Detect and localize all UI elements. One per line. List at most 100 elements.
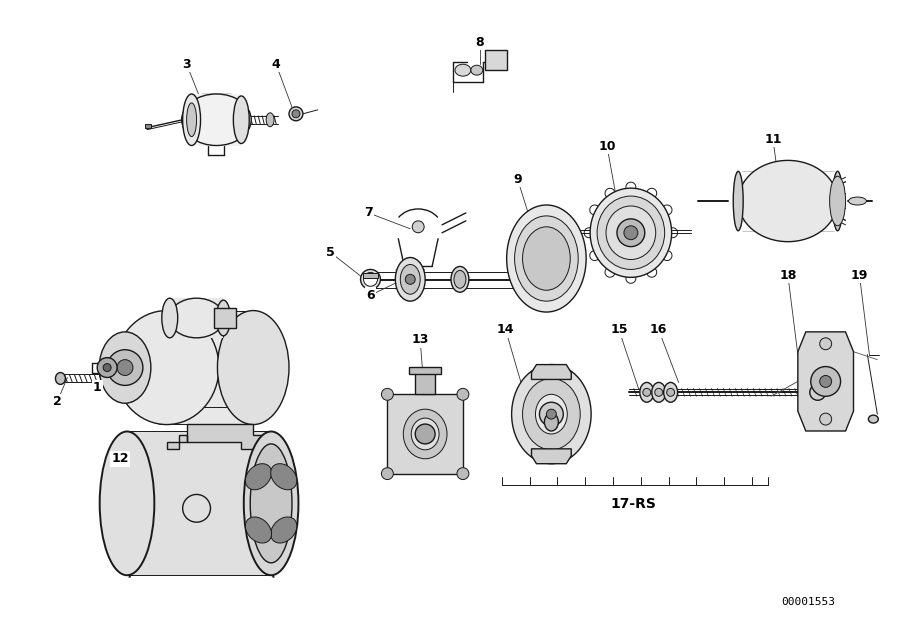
Polygon shape [532, 449, 572, 464]
Ellipse shape [830, 177, 845, 226]
Circle shape [546, 409, 556, 419]
Text: 11: 11 [764, 133, 782, 146]
Text: 18: 18 [779, 269, 796, 282]
Circle shape [624, 226, 638, 239]
Ellipse shape [250, 444, 292, 563]
Circle shape [820, 413, 832, 425]
Text: 14: 14 [497, 323, 515, 337]
Ellipse shape [471, 65, 482, 75]
Ellipse shape [640, 382, 653, 402]
Circle shape [457, 389, 469, 400]
Ellipse shape [100, 432, 154, 575]
Text: 2: 2 [53, 395, 62, 408]
Ellipse shape [169, 298, 224, 338]
Text: 6: 6 [366, 289, 374, 302]
Ellipse shape [738, 161, 838, 242]
Ellipse shape [99, 332, 151, 403]
Text: 16: 16 [650, 323, 668, 337]
Circle shape [107, 350, 143, 385]
Ellipse shape [403, 409, 447, 458]
Circle shape [382, 467, 393, 479]
Text: 4: 4 [272, 58, 281, 70]
Ellipse shape [244, 432, 299, 575]
Text: 7: 7 [364, 206, 373, 220]
Ellipse shape [395, 258, 425, 301]
Ellipse shape [186, 103, 196, 137]
Text: 5: 5 [327, 246, 335, 259]
Circle shape [820, 375, 832, 387]
Bar [214, 308, 237, 328]
Ellipse shape [455, 64, 471, 76]
Ellipse shape [652, 382, 666, 402]
Ellipse shape [217, 300, 230, 336]
Circle shape [667, 389, 675, 396]
Text: 3: 3 [183, 58, 191, 70]
Ellipse shape [590, 188, 671, 277]
Ellipse shape [868, 415, 878, 423]
Ellipse shape [523, 227, 571, 290]
Bar [145, 124, 151, 128]
Ellipse shape [400, 264, 420, 294]
Circle shape [811, 366, 841, 396]
Ellipse shape [507, 205, 586, 312]
Circle shape [820, 338, 832, 350]
Bar [170, 298, 223, 338]
Bar [127, 432, 271, 575]
Circle shape [364, 272, 377, 286]
Ellipse shape [271, 517, 297, 543]
Ellipse shape [246, 464, 272, 490]
Circle shape [405, 274, 415, 284]
Ellipse shape [849, 197, 867, 205]
Bar [485, 50, 507, 70]
Ellipse shape [183, 94, 201, 145]
Ellipse shape [536, 394, 567, 434]
Ellipse shape [523, 378, 580, 450]
Bar [192, 94, 241, 145]
Polygon shape [532, 364, 572, 380]
Circle shape [117, 359, 133, 375]
Text: 1: 1 [93, 381, 102, 394]
Ellipse shape [56, 373, 66, 384]
Circle shape [412, 221, 424, 233]
Circle shape [97, 358, 117, 377]
Text: 00001553: 00001553 [781, 598, 835, 608]
Text: 9: 9 [513, 173, 522, 185]
Circle shape [643, 389, 651, 396]
Bar [415, 370, 435, 394]
Ellipse shape [246, 517, 272, 543]
Bar [363, 274, 378, 278]
Ellipse shape [233, 96, 249, 144]
Ellipse shape [544, 413, 558, 431]
Ellipse shape [511, 364, 591, 464]
Circle shape [654, 389, 662, 396]
Ellipse shape [411, 418, 439, 450]
Ellipse shape [810, 384, 825, 400]
Circle shape [382, 389, 393, 400]
Ellipse shape [597, 196, 665, 269]
Ellipse shape [663, 382, 678, 402]
Text: 13: 13 [411, 333, 429, 346]
Circle shape [415, 424, 435, 444]
Ellipse shape [606, 206, 656, 260]
Bar [158, 311, 253, 424]
Ellipse shape [182, 94, 251, 145]
Text: 8: 8 [475, 36, 484, 49]
Text: 17-RS: 17-RS [611, 497, 657, 511]
Ellipse shape [515, 216, 578, 301]
Ellipse shape [454, 271, 466, 288]
Ellipse shape [832, 171, 842, 231]
Circle shape [104, 364, 111, 371]
Circle shape [617, 219, 644, 246]
Circle shape [457, 467, 469, 479]
Polygon shape [166, 424, 261, 449]
Ellipse shape [734, 171, 743, 231]
Polygon shape [387, 394, 463, 474]
Text: 12: 12 [112, 452, 129, 465]
Ellipse shape [114, 311, 219, 425]
Ellipse shape [289, 107, 303, 121]
Ellipse shape [162, 298, 177, 338]
Ellipse shape [266, 113, 274, 127]
Circle shape [292, 110, 300, 117]
Ellipse shape [361, 269, 381, 290]
Ellipse shape [451, 267, 469, 292]
